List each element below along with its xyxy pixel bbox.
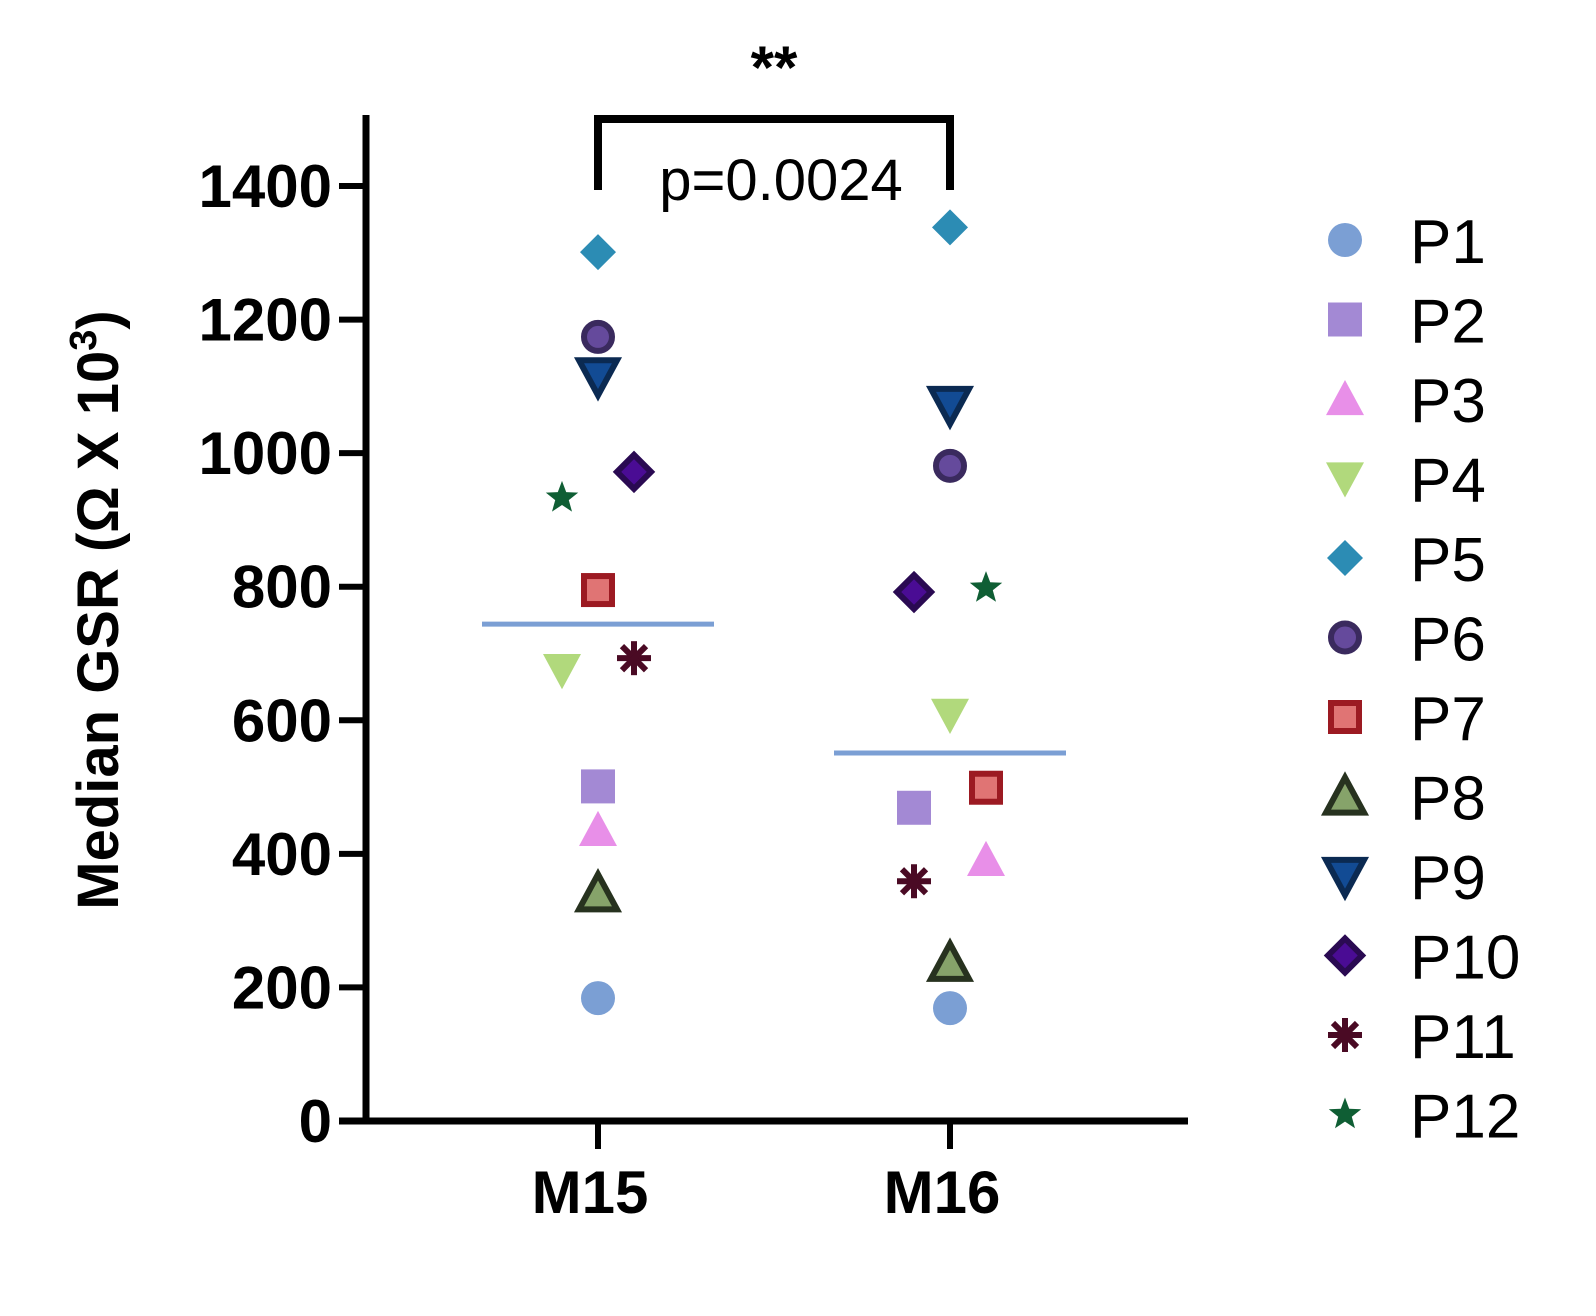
significance-bracket: ** p=0.0024: [594, 34, 954, 213]
legend-label-P4: P4: [1410, 447, 1486, 516]
y-axis: 0 200 400 600 800 1000 1200 1400: [199, 115, 370, 1155]
legend-marker-P2: [1328, 302, 1362, 337]
legend-item-P1: P1: [1328, 208, 1486, 277]
x-tick-label-M16: M16: [884, 1159, 1001, 1226]
legend-item-P9: P9: [1320, 844, 1486, 913]
point-P5-M15: [580, 234, 616, 271]
point-P2-M16: [897, 790, 931, 825]
y-tick-label-400: 400: [232, 821, 332, 888]
y-tick-label-1000: 1000: [199, 420, 332, 487]
point-P10-M16: [892, 570, 936, 614]
y-tick-label-1200: 1200: [199, 287, 332, 354]
legend-marker-P1: [1328, 223, 1362, 257]
y-tick-label-1400: 1400: [199, 153, 332, 220]
point-P2-M15: [581, 769, 615, 804]
point-P6-M16: [933, 448, 967, 483]
legend: P1 P2 P3 P4 P5 P6 P7 P8 P9 P10 P11 P12: [1320, 208, 1520, 1152]
legend-item-P4: P4: [1326, 447, 1486, 516]
point-P1-M15: [581, 981, 615, 1016]
point-P9-M16: [925, 385, 975, 431]
y-tick-label-0: 0: [299, 1088, 332, 1155]
legend-marker-P8: [1320, 771, 1370, 816]
legend-item-P12: P12: [1328, 1083, 1520, 1152]
legend-label-P8: P8: [1410, 765, 1486, 834]
legend-marker-P11: [1328, 1018, 1362, 1052]
legend-item-P6: P6: [1328, 606, 1486, 675]
legend-item-P5: P5: [1327, 526, 1486, 595]
p-value-label: p=0.0024: [659, 148, 903, 213]
legend-marker-P11-stroke: [1330, 1020, 1360, 1050]
legend-label-P9: P9: [1410, 844, 1486, 913]
legend-label-P10: P10: [1410, 924, 1520, 993]
median-lines: [482, 621, 1066, 756]
legend-item-P2: P2: [1328, 288, 1486, 357]
legend-label-P11: P11: [1410, 1003, 1516, 1072]
legend-marker-P4: [1326, 462, 1364, 498]
significance-stars: **: [751, 34, 798, 101]
legend-item-P8: P8: [1320, 765, 1486, 834]
x-tick-label-M15: M15: [532, 1159, 649, 1226]
legend-item-P10: P10: [1323, 924, 1520, 993]
point-P11-M16: [897, 864, 931, 899]
legend-label-P2: P2: [1410, 288, 1486, 357]
legend-label-P7: P7: [1410, 685, 1486, 754]
legend-label-P3: P3: [1410, 367, 1486, 436]
point-P9-M15: [573, 357, 623, 402]
point-P11-M15: [617, 641, 651, 676]
point-P12-M15: [545, 480, 579, 512]
point-P3-M15: [579, 810, 617, 846]
x-axis: M15 M16: [339, 1117, 1188, 1226]
legend-label-P6: P6: [1410, 606, 1486, 675]
y-tick-label-200: 200: [232, 954, 332, 1021]
legend-label-P5: P5: [1410, 526, 1486, 595]
point-P11-M15-stroke: [619, 644, 649, 673]
legend-marker-P5: [1327, 540, 1363, 576]
point-P6-M15: [581, 319, 615, 354]
point-P4-M16: [931, 698, 969, 734]
point-P4-M15: [543, 654, 581, 690]
point-P11-M16-stroke: [899, 867, 929, 896]
legend-item-P3: P3: [1326, 367, 1486, 436]
legend-label-P1: P1: [1410, 208, 1486, 277]
point-P8-M16: [925, 937, 975, 982]
legend-marker-P6: [1328, 620, 1362, 655]
point-P12-M16: [969, 571, 1003, 602]
point-P7-M15: [581, 573, 615, 608]
y-tick-label-600: 600: [232, 687, 332, 754]
legend-marker-P10: [1323, 934, 1367, 977]
significance-bracket-line: [594, 115, 954, 190]
point-P7-M16: [969, 770, 1003, 805]
y-axis-label: Median GSR (Ω X 103): [63, 310, 131, 909]
legend-item-P11: P11: [1328, 1003, 1516, 1072]
data-points: [543, 209, 1005, 1026]
y-tick-label-800: 800: [232, 554, 332, 621]
point-P10-M15: [612, 450, 656, 494]
legend-label-P12: P12: [1410, 1083, 1520, 1152]
point-P1-M16: [933, 991, 967, 1026]
legend-marker-P7: [1328, 700, 1362, 734]
point-P8-M15: [573, 867, 623, 913]
point-P5-M16: [932, 209, 968, 246]
point-P3-M16: [967, 840, 1005, 877]
legend-marker-P12: [1328, 1097, 1362, 1129]
legend-marker-P3: [1326, 380, 1364, 416]
legend-marker-P9: [1320, 856, 1370, 902]
legend-item-P7: P7: [1328, 685, 1486, 754]
